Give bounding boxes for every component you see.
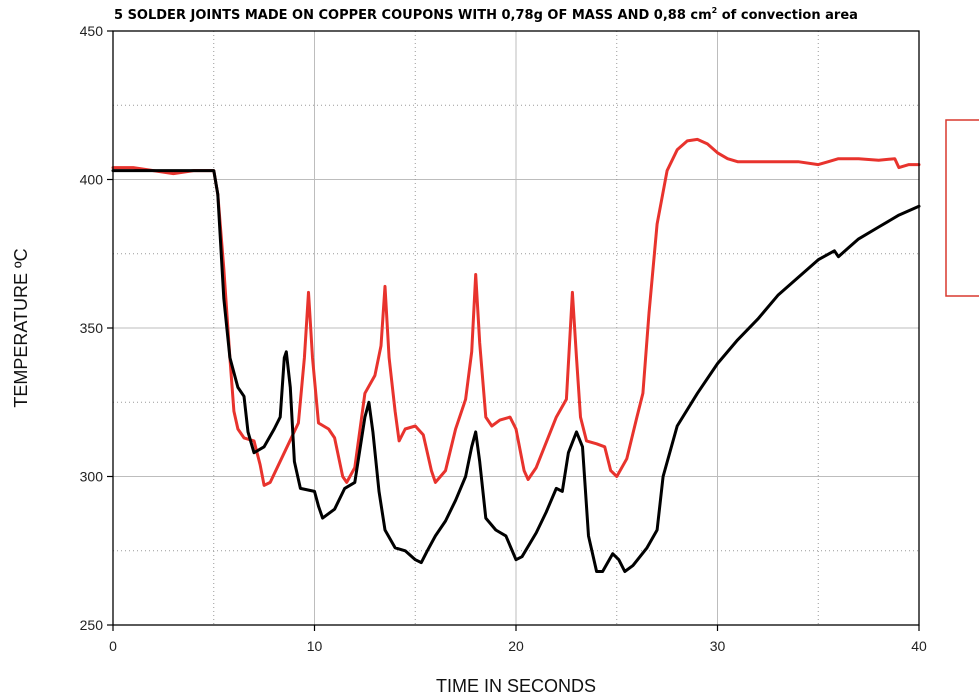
chart-title-tail: of convection area (717, 8, 858, 23)
y-tick-label: 250 (80, 617, 104, 633)
grid (113, 31, 919, 625)
x-tick-label: 0 (109, 638, 117, 654)
y-tick-label: 400 (80, 172, 104, 188)
series-line-2 (111, 169, 921, 573)
chart-title: 5 SOLDER JOINTS MADE ON COPPER COUPONS W… (114, 6, 858, 23)
y-axis-label: TEMPERATURE ºC (11, 248, 31, 407)
x-tick-label: 20 (508, 638, 524, 654)
axis-ticks: 0 10 20 30 40 250 300 350 400 450 (80, 23, 927, 654)
chart-title-main: 5 SOLDER JOINTS MADE ON COPPER COUPONS W… (114, 8, 712, 23)
legend-box (945, 119, 979, 297)
y-tick-label: 450 (80, 23, 104, 39)
x-tick-label: 10 (307, 638, 323, 654)
chart-title-superscript: 2 (712, 6, 718, 15)
series-line-1 (111, 137, 921, 487)
x-tick-label: 40 (911, 638, 927, 654)
y-tick-label: 300 (80, 469, 104, 485)
series-layer (111, 137, 921, 573)
x-tick-label: 30 (710, 638, 726, 654)
x-axis-label: TIME IN SECONDS (436, 676, 596, 696)
y-tick-label: 350 (80, 320, 104, 336)
